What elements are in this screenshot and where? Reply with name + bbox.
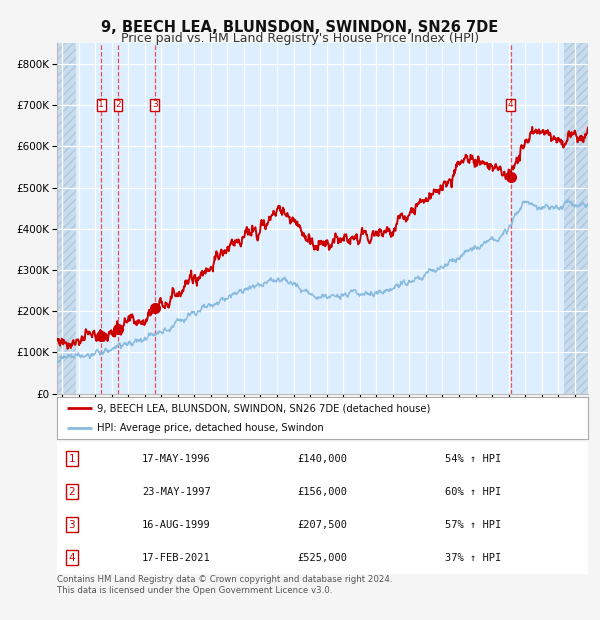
Text: 9, BEECH LEA, BLUNSDON, SWINDON, SN26 7DE (detached house): 9, BEECH LEA, BLUNSDON, SWINDON, SN26 7D…: [97, 403, 430, 413]
Text: 60% ↑ HPI: 60% ↑ HPI: [445, 487, 501, 497]
Bar: [564, 43, 588, 394]
Text: 1: 1: [98, 100, 104, 109]
Text: 3: 3: [152, 100, 158, 109]
Bar: [57, 43, 76, 394]
Text: 37% ↑ HPI: 37% ↑ HPI: [445, 552, 501, 562]
Text: Contains HM Land Registry data © Crown copyright and database right 2024.
This d: Contains HM Land Registry data © Crown c…: [57, 575, 392, 595]
Text: 54% ↑ HPI: 54% ↑ HPI: [445, 454, 501, 464]
Text: £156,000: £156,000: [298, 487, 347, 497]
Text: 3: 3: [68, 520, 75, 529]
Text: 4: 4: [68, 552, 75, 562]
Text: 2: 2: [115, 100, 121, 109]
Text: 23-MAY-1997: 23-MAY-1997: [142, 487, 211, 497]
Text: 9, BEECH LEA, BLUNSDON, SWINDON, SN26 7DE: 9, BEECH LEA, BLUNSDON, SWINDON, SN26 7D…: [101, 20, 499, 35]
Text: £525,000: £525,000: [298, 552, 347, 562]
Text: £207,500: £207,500: [298, 520, 347, 529]
Text: 4: 4: [508, 100, 514, 109]
Text: 16-AUG-1999: 16-AUG-1999: [142, 520, 211, 529]
Text: £140,000: £140,000: [298, 454, 347, 464]
Text: 57% ↑ HPI: 57% ↑ HPI: [445, 520, 501, 529]
Text: 1: 1: [68, 454, 75, 464]
Text: Price paid vs. HM Land Registry's House Price Index (HPI): Price paid vs. HM Land Registry's House …: [121, 32, 479, 45]
Text: 17-FEB-2021: 17-FEB-2021: [142, 552, 211, 562]
Text: 2: 2: [68, 487, 75, 497]
Text: 17-MAY-1996: 17-MAY-1996: [142, 454, 211, 464]
Text: HPI: Average price, detached house, Swindon: HPI: Average price, detached house, Swin…: [97, 423, 323, 433]
